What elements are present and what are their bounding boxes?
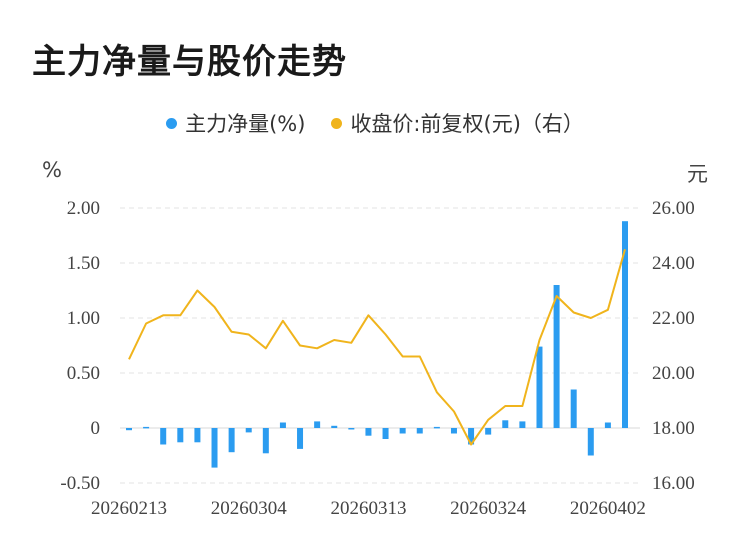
bar	[468, 428, 475, 445]
legend-item-line[interactable]: 收盘价:前复权(元)（右）	[331, 108, 584, 138]
bar	[143, 426, 150, 429]
bar	[416, 428, 423, 434]
right-tick-label: 26.00	[652, 198, 695, 219]
x-tick-label: 20260313	[330, 498, 406, 519]
bar	[228, 428, 235, 453]
left-tick-label: -0.50	[60, 473, 100, 494]
right-axis-unit: 元	[687, 162, 708, 186]
bar	[382, 428, 389, 439]
bar	[314, 421, 321, 428]
bar	[211, 428, 218, 468]
bar	[245, 428, 252, 433]
right-tick-label: 16.00	[652, 473, 695, 494]
bar	[553, 285, 560, 428]
right-tick-label: 18.00	[652, 418, 695, 439]
bar	[570, 389, 577, 428]
bar	[331, 425, 338, 428]
chart-legend: 主力净量(%) 收盘价:前复权(元)（右）	[0, 108, 750, 138]
bar	[604, 422, 611, 428]
legend-bar-dot-icon	[166, 117, 178, 129]
legend-bar-label: 主力净量(%)	[185, 112, 306, 136]
left-axis-unit: %	[42, 158, 62, 182]
bar	[194, 428, 201, 443]
bar	[365, 428, 372, 436]
x-tick-label: 20260304	[211, 498, 288, 519]
bar	[399, 428, 406, 434]
left-tick-label: 0	[91, 418, 101, 439]
right-tick-label: 24.00	[652, 253, 695, 274]
bar	[536, 346, 543, 428]
left-tick-label: 1.00	[67, 308, 100, 329]
bar	[160, 428, 167, 445]
x-tick-label: 20260213	[91, 498, 167, 519]
bar	[348, 428, 355, 430]
bar	[126, 428, 132, 431]
left-tick-label: 0.50	[67, 363, 100, 384]
bar	[622, 221, 628, 428]
legend-line-label: 收盘价:前复权(元)（右）	[350, 112, 584, 136]
legend-item-bar[interactable]: 主力净量(%)	[166, 108, 305, 138]
x-tick-label: 20260402	[570, 498, 646, 519]
bar	[502, 420, 509, 428]
left-tick-label: 2.00	[67, 198, 100, 219]
bar	[433, 426, 440, 429]
bar	[519, 421, 526, 428]
bar	[279, 422, 286, 428]
right-tick-label: 20.00	[652, 363, 695, 384]
left-tick-label: 1.50	[67, 253, 100, 274]
bar	[485, 428, 492, 435]
bar	[262, 428, 269, 454]
price-line	[128, 249, 626, 446]
x-tick-label: 20260324	[450, 498, 527, 519]
legend-line-dot-icon	[331, 117, 343, 129]
right-tick-label: 22.00	[652, 308, 695, 329]
bar	[297, 428, 304, 449]
bar	[450, 428, 457, 434]
chart-title: 主力净量与股价走势	[32, 42, 347, 82]
bar	[587, 428, 594, 456]
bar	[177, 428, 184, 443]
